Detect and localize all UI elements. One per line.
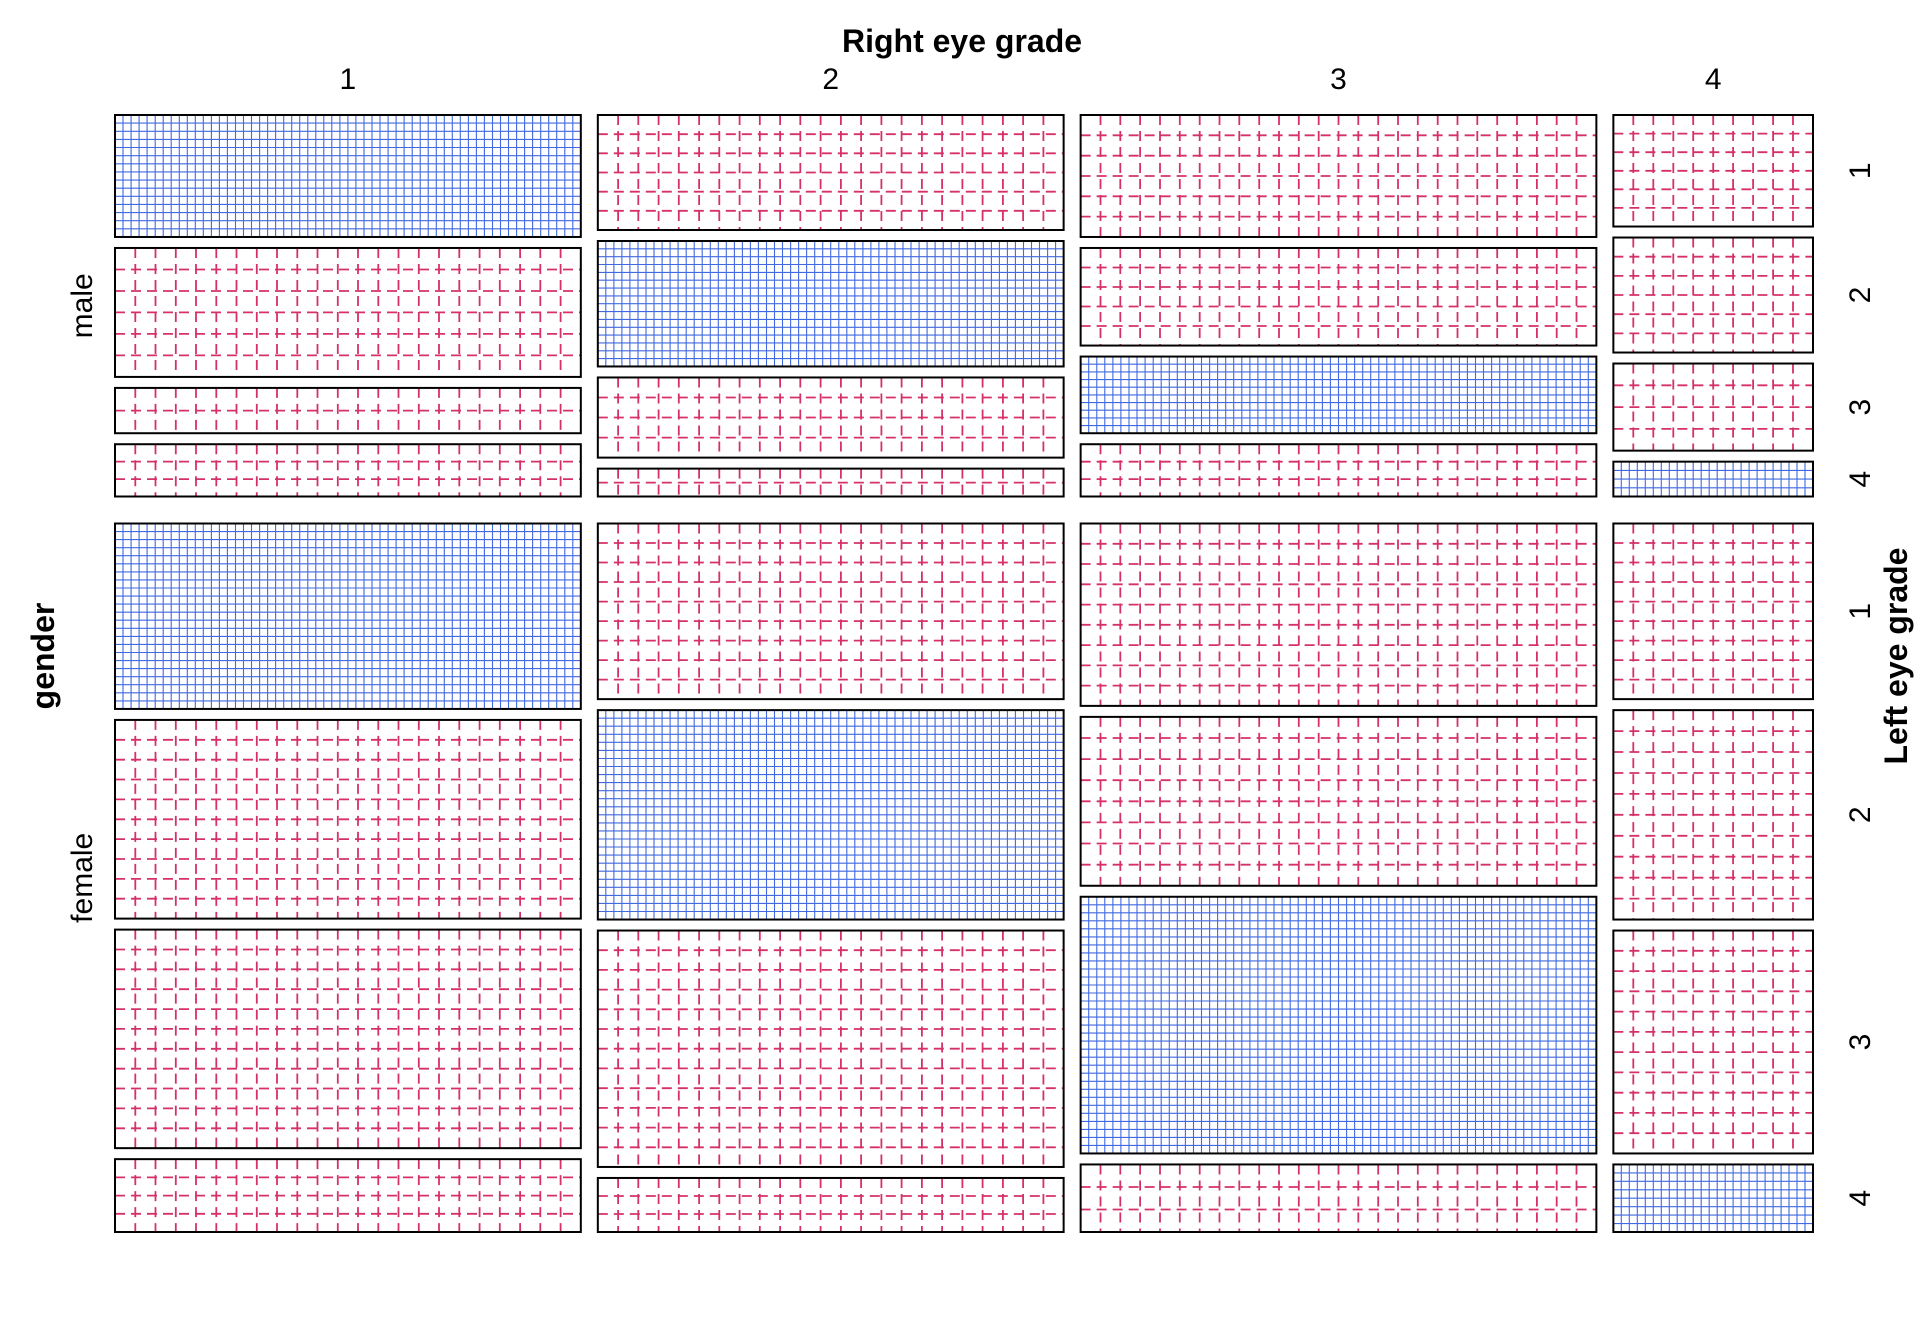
tile-female-right1-left4 bbox=[114, 1158, 582, 1234]
left-eye-tick-label-female-3: 3 bbox=[1844, 1034, 1877, 1051]
x-tick-label-4: 4 bbox=[1705, 63, 1722, 96]
x-axis-title: Right eye grade bbox=[842, 23, 1082, 59]
tile-female-right2-left3 bbox=[596, 929, 1065, 1168]
left-eye-tick-label-male-3: 3 bbox=[1844, 399, 1877, 416]
tile-female-right4-left3 bbox=[1612, 929, 1815, 1155]
x-tick-label-2: 2 bbox=[822, 63, 839, 96]
tile-female-right2-left2 bbox=[596, 709, 1065, 921]
tile-female-right4-left4 bbox=[1612, 1163, 1815, 1233]
tile-male-right4-left2 bbox=[1612, 236, 1815, 354]
tile-female-right4-left1 bbox=[1612, 522, 1815, 701]
gender-label-female: female bbox=[66, 833, 99, 923]
gender-label-male: male bbox=[66, 273, 99, 338]
x-tick-label-3: 3 bbox=[1330, 63, 1347, 96]
tile-male-right1-left1 bbox=[114, 114, 582, 238]
tile-male-right4-left1 bbox=[1612, 114, 1815, 228]
left-eye-tick-label-female-4: 4 bbox=[1844, 1190, 1877, 1207]
tile-male-right4-left3 bbox=[1612, 362, 1815, 452]
tile-female-right4-left2 bbox=[1612, 709, 1815, 921]
tile-female-right3-left1 bbox=[1079, 522, 1598, 707]
tile-male-right3-left2 bbox=[1079, 246, 1598, 347]
tile-male-right4-left4 bbox=[1612, 460, 1815, 498]
left-eye-tick-label-female-2: 2 bbox=[1844, 806, 1877, 823]
tile-female-right1-left2 bbox=[114, 718, 582, 920]
tile-male-right1-left4 bbox=[114, 443, 582, 498]
x-tick-label-1: 1 bbox=[340, 63, 357, 96]
left-eye-tick-label-male-2: 2 bbox=[1844, 287, 1877, 304]
tile-male-right3-left1 bbox=[1079, 114, 1598, 238]
tile-male-right2-left3 bbox=[596, 376, 1065, 459]
left-eye-tick-label-female-1: 1 bbox=[1844, 603, 1877, 620]
tile-female-right2-left4 bbox=[596, 1176, 1065, 1233]
tiles-layer bbox=[114, 114, 1815, 1234]
tile-female-right1-left1 bbox=[114, 522, 582, 710]
tile-female-right3-left4 bbox=[1079, 1163, 1598, 1233]
tile-male-right3-left3 bbox=[1079, 355, 1598, 435]
tile-female-right3-left3 bbox=[1079, 895, 1598, 1155]
tile-male-right3-left4 bbox=[1079, 443, 1598, 498]
left-eye-tick-label-male-1: 1 bbox=[1844, 162, 1877, 179]
labels-layer: Right eye grade gender Left eye grade 1 2… bbox=[25, 23, 1914, 1207]
tile-female-right1-left3 bbox=[114, 928, 582, 1150]
tile-female-right3-left2 bbox=[1079, 715, 1598, 887]
tile-male-right2-left4 bbox=[596, 467, 1065, 498]
y-axis-title-left: gender bbox=[25, 603, 61, 710]
tile-male-right1-left3 bbox=[114, 386, 582, 435]
tile-male-right2-left1 bbox=[596, 114, 1065, 232]
tile-female-right2-left1 bbox=[596, 522, 1065, 701]
left-eye-tick-label-male-4: 4 bbox=[1844, 471, 1877, 488]
y-axis-title-right: Left eye grade bbox=[1878, 548, 1914, 765]
tile-male-right1-left2 bbox=[114, 246, 582, 378]
tile-male-right2-left2 bbox=[596, 240, 1065, 368]
